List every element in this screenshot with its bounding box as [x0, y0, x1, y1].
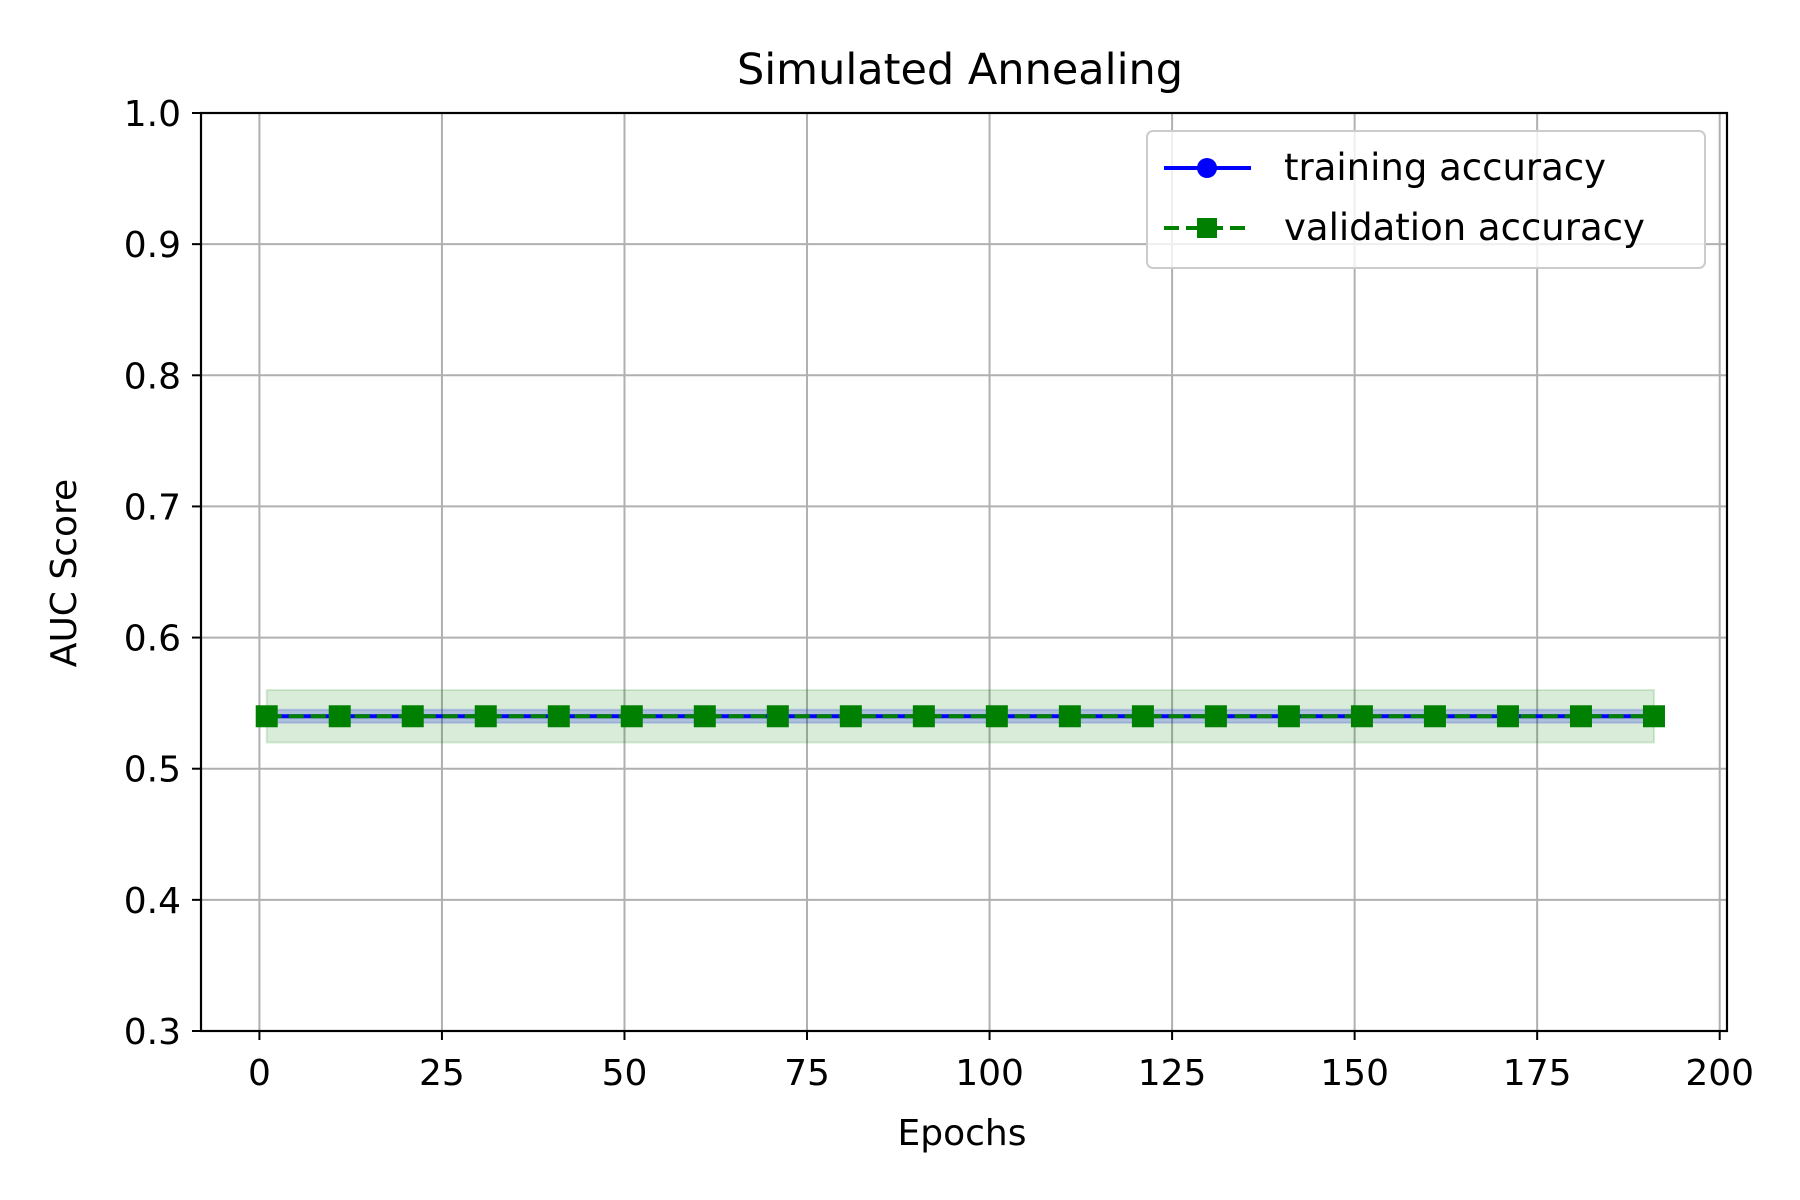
legend-entry-validation: validation accuracy	[1164, 206, 1645, 249]
legend-marker-circle	[1197, 158, 1217, 178]
data-point-validation	[474, 705, 497, 728]
x-tick-label: 125	[1138, 1053, 1207, 1094]
y-tick-label: 0.5	[124, 750, 181, 791]
plot-frame	[199, 111, 1729, 1033]
data-point-validation	[1569, 705, 1592, 728]
legend-entry-training: training accuracy	[1164, 146, 1606, 189]
data-point-validation	[620, 705, 643, 728]
legend-label-validation: validation accuracy	[1284, 206, 1645, 249]
y-tick-label: 0.9	[124, 225, 181, 266]
x-tick-label: 150	[1320, 1053, 1389, 1094]
y-tick-label: 0.4	[124, 881, 181, 922]
data-point-validation	[1131, 705, 1154, 728]
axes-frame	[199, 111, 1729, 1033]
data-point-validation	[1496, 705, 1519, 728]
data-point-validation	[1423, 705, 1446, 728]
legend-box	[1146, 130, 1706, 269]
data-point-validation	[547, 705, 570, 728]
x-tick-label: 175	[1503, 1053, 1572, 1094]
data-point-validation	[328, 705, 351, 728]
axis-ticks: 0 25 50 75 100 125 150 175 200 0.3 0.4 0.5 0.6 0.7 0.8…	[124, 94, 1754, 1094]
x-tick-label: 50	[602, 1053, 648, 1094]
data-point-validation	[1642, 705, 1665, 728]
x-tick-label: 200	[1685, 1053, 1754, 1094]
x-tick-label: 75	[784, 1053, 830, 1094]
data-point-validation	[1058, 705, 1081, 728]
data-point-validation	[1204, 705, 1227, 728]
legend-label-training: training accuracy	[1284, 146, 1606, 189]
data-point-validation	[912, 705, 935, 728]
y-axis-title: AUC Score	[44, 479, 85, 667]
data-point-validation	[1350, 705, 1373, 728]
data-point-validation	[1277, 705, 1300, 728]
data-point-validation	[401, 705, 424, 728]
x-tick-label: 100	[955, 1053, 1024, 1094]
series-lines	[255, 705, 1665, 728]
legend-marker-square	[1197, 218, 1217, 238]
data-point-validation	[255, 705, 278, 728]
y-tick-label: 0.6	[124, 619, 181, 660]
data-point-validation	[693, 705, 716, 728]
y-tick-label: 0.7	[124, 487, 181, 528]
x-axis-title: Epochs	[898, 1113, 1027, 1154]
y-tick-label: 0.3	[124, 1012, 181, 1053]
y-tick-label: 1.0	[124, 94, 181, 135]
y-tick-label: 0.8	[124, 356, 181, 397]
legend: training accuracy validation accuracy	[1146, 130, 1706, 269]
x-tick-label: 25	[419, 1053, 465, 1094]
x-tick-label: 0	[248, 1053, 271, 1094]
chart-title: Simulated Annealing	[737, 45, 1183, 95]
data-point-validation	[839, 705, 862, 728]
data-point-validation	[766, 705, 789, 728]
data-point-validation	[985, 705, 1008, 728]
